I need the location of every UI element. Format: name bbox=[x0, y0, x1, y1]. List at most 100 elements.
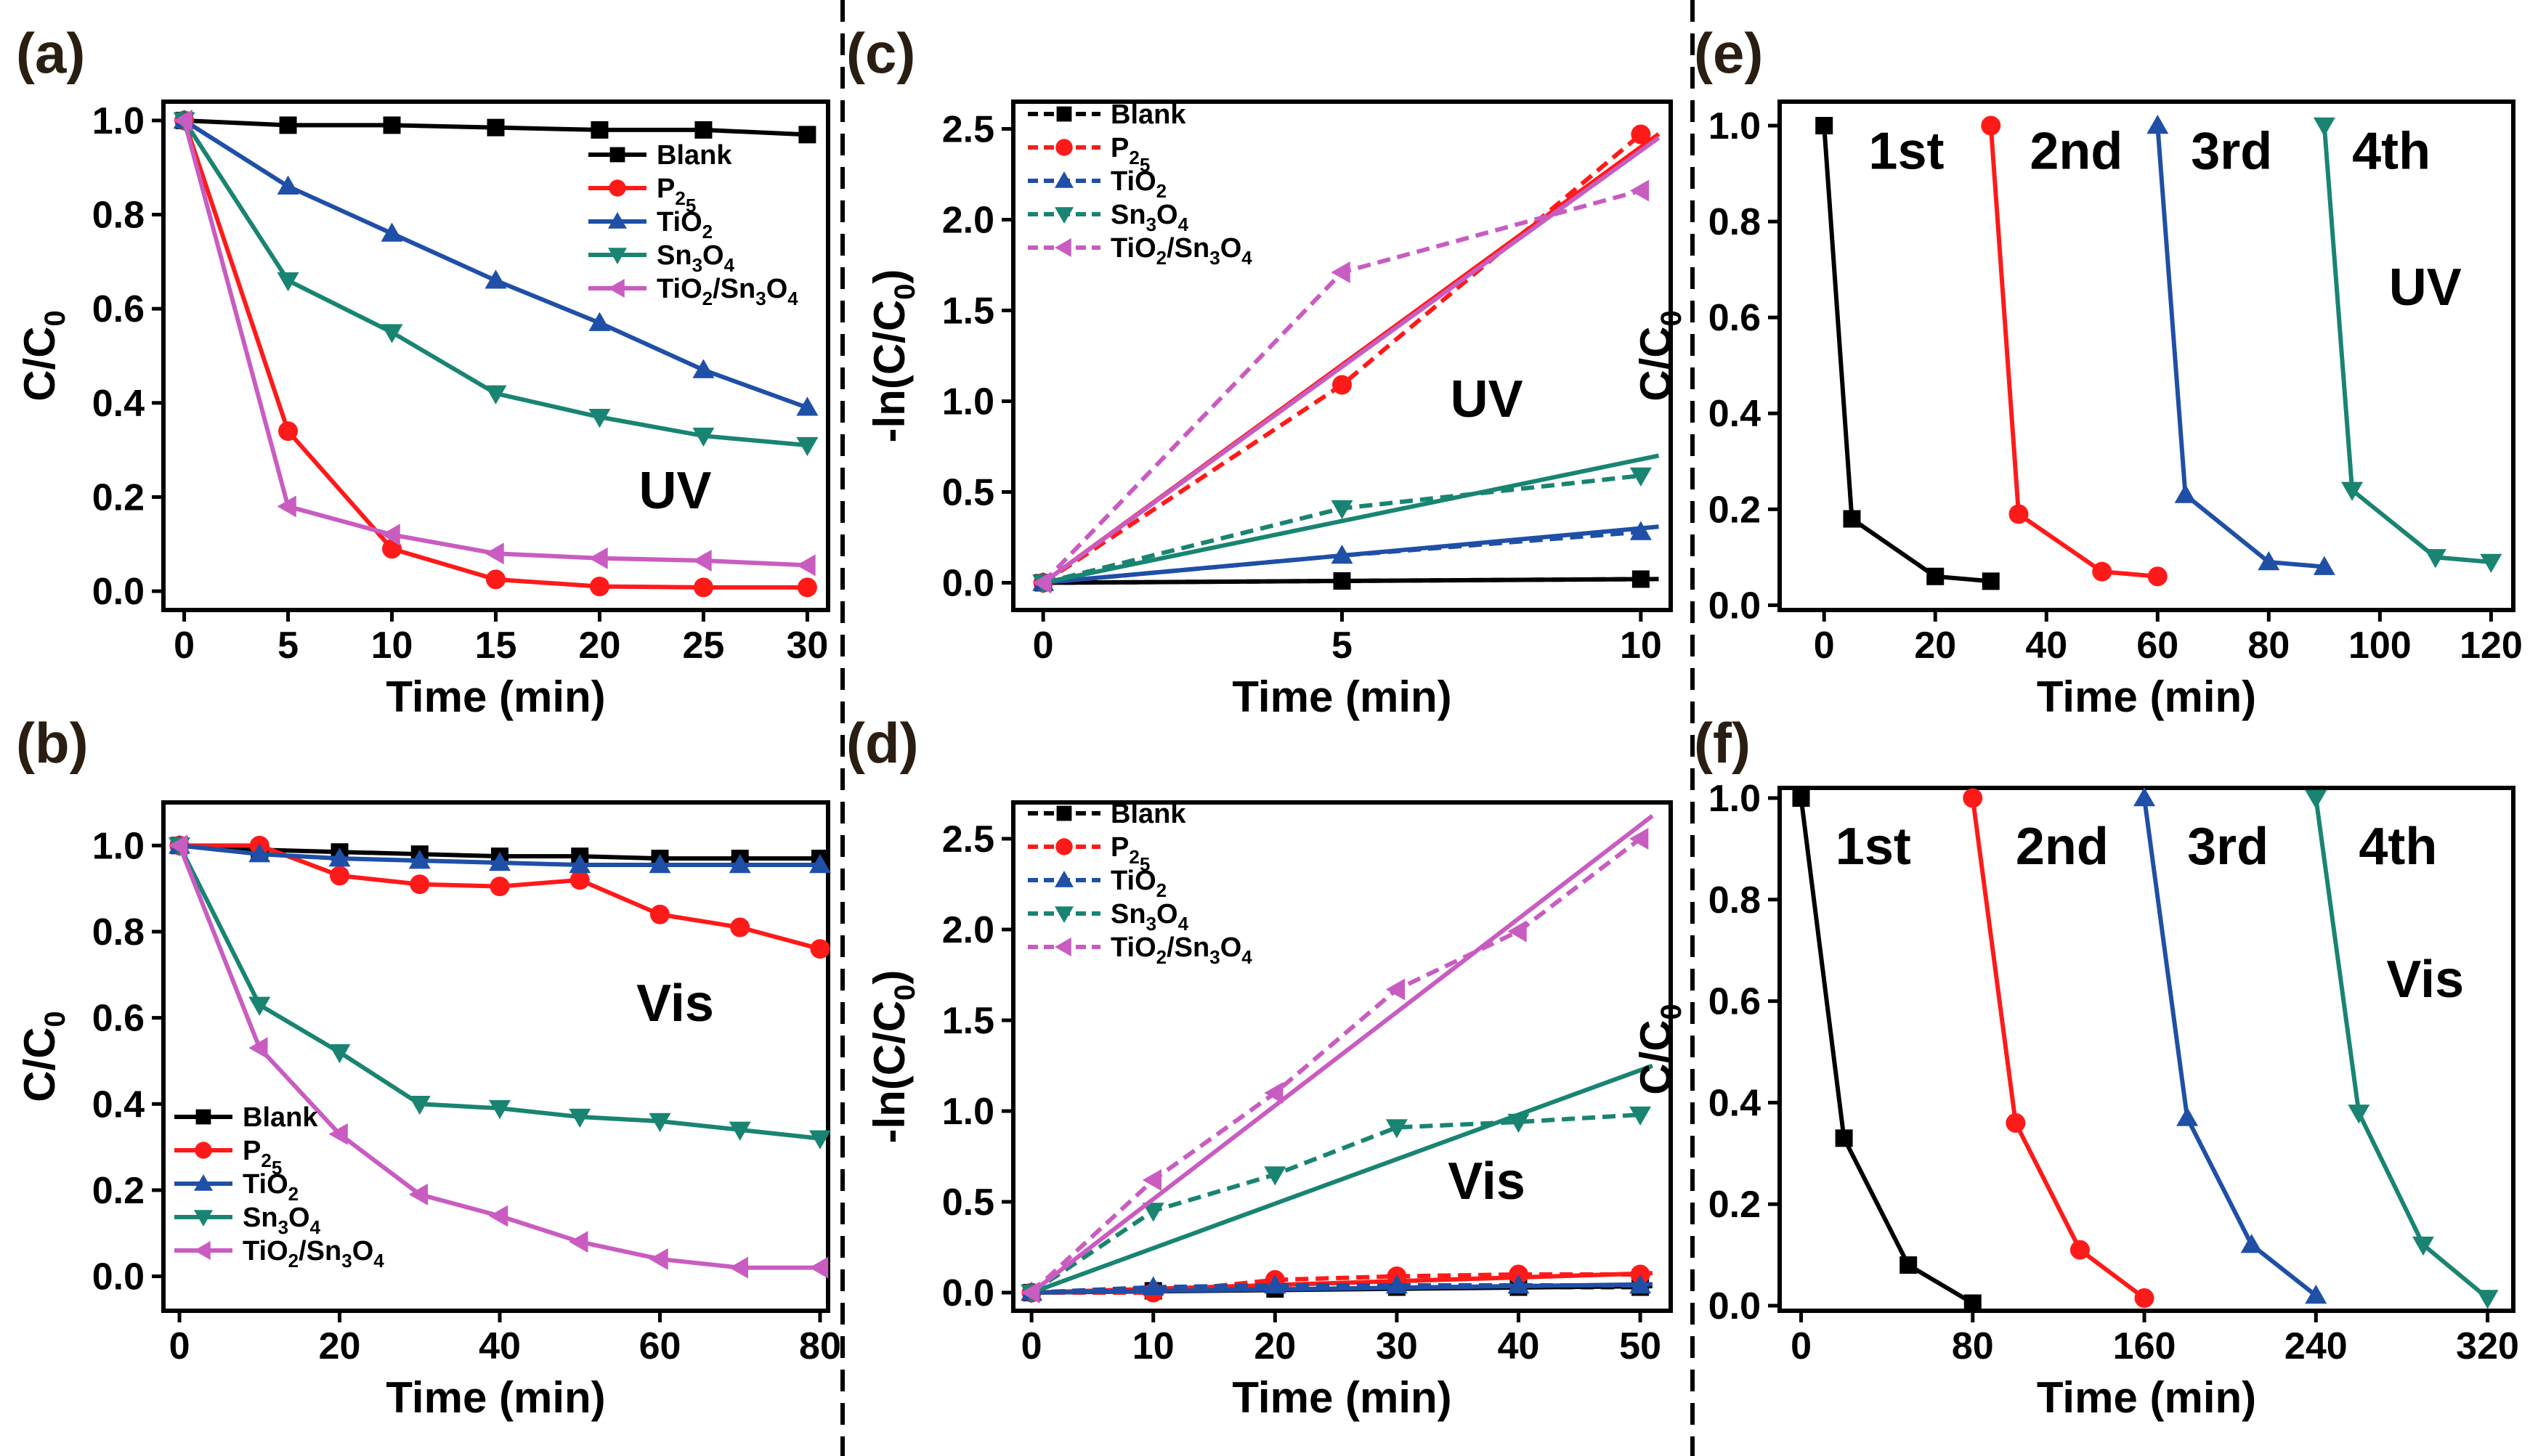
series-tio2-sn3o4 bbox=[1021, 813, 1654, 1304]
data-point-sn3o4 bbox=[588, 409, 611, 428]
x-tick-label: 80 bbox=[799, 1325, 841, 1367]
x-axis-label: Time (min) bbox=[386, 672, 605, 721]
legend-label: Blank bbox=[1111, 99, 1186, 130]
legend-label: Sn3O4 bbox=[1111, 899, 1189, 935]
x-tick-label: 240 bbox=[2284, 1325, 2348, 1367]
data-point-tio2-sn3o4 bbox=[1021, 1282, 1040, 1304]
data-point-tio2-sn3o4 bbox=[1507, 920, 1527, 943]
data-point-p25 bbox=[1332, 375, 1352, 395]
data-point-tio2 bbox=[692, 359, 715, 378]
panel-label: (e) bbox=[1694, 21, 1763, 85]
series-p25 bbox=[174, 110, 817, 598]
series-1st bbox=[1815, 117, 2000, 590]
x-tick-label: 20 bbox=[1254, 1325, 1296, 1367]
y-tick-label: 1.0 bbox=[92, 100, 145, 142]
data-point-p25 bbox=[589, 577, 609, 597]
data-point-sn3o4 bbox=[484, 385, 507, 404]
x-tick-label: 40 bbox=[2025, 625, 2067, 667]
data-point-p25 bbox=[797, 577, 817, 598]
y-tick-label: 1.5 bbox=[942, 1000, 994, 1042]
x-tick-label: 20 bbox=[319, 1325, 361, 1367]
series-tio2-sn3o4 bbox=[173, 109, 816, 577]
x-tick-label: 0 bbox=[1791, 1325, 1812, 1367]
data-point-tio2 bbox=[1629, 521, 1652, 540]
data-point-3rd bbox=[2305, 1285, 2327, 1304]
y-tick-label: 0.0 bbox=[92, 571, 145, 613]
data-point-sn3o4 bbox=[408, 1096, 431, 1115]
data-point-tio2 bbox=[808, 854, 831, 874]
x-tick-label: 40 bbox=[1498, 1325, 1540, 1367]
data-point-p25 bbox=[649, 904, 670, 924]
series-line-p25 bbox=[182, 119, 808, 590]
data-point-tio2-sn3o4 bbox=[1142, 1169, 1161, 1191]
y-tick-label: 0.2 bbox=[92, 476, 145, 518]
x-tick-label: 60 bbox=[2136, 625, 2178, 667]
data-point-2nd bbox=[2006, 1113, 2026, 1133]
x-axis-label: Time (min) bbox=[2037, 672, 2256, 721]
series-2nd bbox=[1963, 788, 2154, 1309]
condition-annotation: UV bbox=[2389, 259, 2462, 317]
data-point-sn3o4 bbox=[808, 1130, 831, 1150]
legend-marker bbox=[195, 1142, 212, 1159]
series-3rd bbox=[2146, 115, 2335, 575]
y-tick-label: 1.0 bbox=[942, 1091, 994, 1133]
data-point-tio2 bbox=[569, 854, 591, 874]
data-point-blank bbox=[487, 118, 505, 137]
data-point-tio2-sn3o4 bbox=[484, 542, 504, 565]
data-point-tio2 bbox=[1142, 1276, 1164, 1296]
data-point-p25 bbox=[410, 874, 430, 895]
data-point-tio2-sn3o4 bbox=[248, 1037, 268, 1060]
data-point-2nd bbox=[2092, 561, 2112, 582]
x-tick-label: 320 bbox=[2456, 1325, 2519, 1367]
data-point-tio2 bbox=[1507, 1274, 1530, 1294]
x-tick-label: 5 bbox=[1331, 625, 1353, 667]
series-line-1st bbox=[1799, 797, 1974, 1306]
data-point-tio2 bbox=[649, 854, 671, 874]
data-point-sn3o4 bbox=[729, 1121, 751, 1141]
data-point-blank bbox=[383, 116, 401, 134]
legend-label: Sn3O4 bbox=[657, 240, 735, 276]
cycle-label: 3rd bbox=[2187, 818, 2269, 876]
legend-marker bbox=[1055, 838, 1073, 855]
x-tick-label: 0 bbox=[174, 625, 195, 667]
data-point-blank bbox=[1631, 570, 1650, 588]
legend-label: P25 bbox=[1111, 133, 1150, 176]
data-point-3rd bbox=[2146, 115, 2169, 134]
data-point-4th bbox=[2424, 549, 2446, 569]
x-tick-label: 50 bbox=[1619, 1325, 1661, 1367]
panel-c: 0 5 10 0.0 0.5 1.0 1.5 2.0 2.5 Time (min) -ln(C/C0… bbox=[846, 21, 1673, 721]
data-point-tio2 bbox=[796, 396, 819, 416]
y-tick-label: 2.0 bbox=[942, 909, 994, 951]
data-point-tio2 bbox=[248, 843, 271, 863]
series-blank bbox=[175, 111, 816, 144]
series-2nd bbox=[1981, 115, 2168, 587]
legend-label: Blank bbox=[243, 1102, 318, 1133]
legend-marker bbox=[194, 1241, 211, 1260]
data-point-sn3o4 bbox=[248, 996, 271, 1016]
data-point-3rd bbox=[2313, 556, 2335, 575]
data-point-3rd bbox=[2258, 550, 2280, 571]
data-point-4th bbox=[2313, 117, 2335, 137]
data-point-1st bbox=[1843, 510, 1861, 528]
y-tick-label: 2.0 bbox=[942, 200, 994, 242]
data-point-tio2-sn3o4 bbox=[169, 834, 188, 857]
series-line-tio2 bbox=[1042, 529, 1642, 585]
data-point-3rd bbox=[2174, 484, 2197, 503]
data-point-2nd bbox=[2147, 566, 2168, 587]
data-point-1st bbox=[1926, 567, 1945, 585]
y-axis-label: C/C0 bbox=[1631, 310, 1687, 402]
data-point-tio2 bbox=[408, 850, 431, 869]
legend-marker bbox=[1055, 139, 1073, 156]
data-point-2nd bbox=[2069, 1240, 2090, 1260]
y-tick-label: 1.0 bbox=[1708, 105, 1761, 147]
cycle-label: 2nd bbox=[2030, 122, 2122, 180]
y-tick-label: 1.5 bbox=[942, 290, 994, 333]
data-point-1st bbox=[1815, 117, 1833, 135]
data-point-tio2-sn3o4 bbox=[489, 1205, 508, 1227]
data-point-tio2 bbox=[381, 222, 403, 242]
y-tick-label: 0.4 bbox=[1708, 393, 1761, 435]
